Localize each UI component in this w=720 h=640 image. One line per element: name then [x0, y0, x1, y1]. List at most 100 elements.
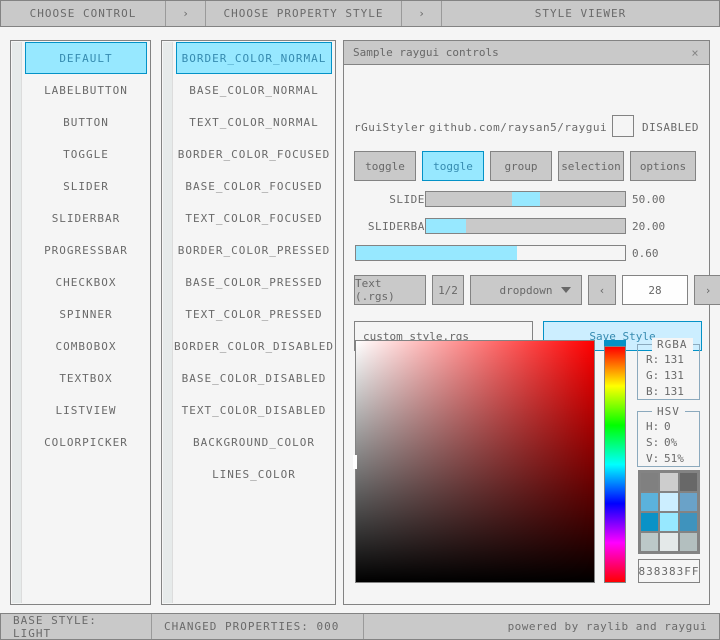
property-item-text-color-disabled[interactable]: TEXT_COLOR_DISABLED	[176, 394, 332, 426]
control-item-colorpicker[interactable]: COLORPICKER	[25, 426, 147, 458]
control-item-label: LABELBUTTON	[44, 83, 128, 97]
spinner-value-input[interactable]: 28	[622, 275, 688, 305]
dropdown-select[interactable]: dropdown	[470, 275, 582, 305]
property-item-background-color[interactable]: BACKGROUND_COLOR	[176, 426, 332, 458]
color-swatch-3[interactable]	[641, 493, 659, 511]
color-swatch-4[interactable]	[660, 493, 678, 511]
text-rgs-button[interactable]: Text (.rgs)	[354, 275, 426, 305]
chevron-right-icon: ›	[704, 283, 712, 297]
hsv-v-key: V:	[646, 452, 660, 465]
hsv-h-row: H: 0	[646, 420, 671, 433]
control-item-spinner[interactable]: SPINNER	[25, 298, 147, 330]
property-item-border-color-disabled[interactable]: BORDER_COLOR_DISABLED	[174, 330, 334, 362]
control-item-checkbox[interactable]: CHECKBOX	[25, 266, 147, 298]
property-item-base-color-disabled[interactable]: BASE_COLOR_DISABLED	[176, 362, 332, 394]
property-item-label: BORDER_COLOR_FOCUSED	[177, 147, 331, 161]
property-item-base-color-pressed[interactable]: BASE_COLOR_PRESSED	[176, 266, 332, 298]
sliderbar-fill[interactable]	[426, 219, 466, 233]
hsv-v-value: 51%	[664, 452, 684, 465]
sliderbar-track[interactable]	[425, 218, 626, 234]
fraction-button[interactable]: 1/2	[432, 275, 464, 305]
toggle-group-button-4[interactable]: options	[630, 151, 696, 181]
hsv-s-row: S: 0%	[646, 436, 677, 449]
slider-value: 50.00	[632, 193, 666, 206]
hue-selector-bar[interactable]	[604, 340, 626, 346]
control-item-sliderbar[interactable]: SLIDERBAR	[25, 202, 147, 234]
toggle-group-button-2[interactable]: group	[490, 151, 552, 181]
control-item-textbox[interactable]: TEXTBOX	[25, 362, 147, 394]
close-icon[interactable]: ×	[687, 45, 703, 61]
breadcrumb-choose-control[interactable]: CHOOSE CONTROL	[1, 1, 166, 26]
property-item-border-color-normal[interactable]: BORDER_COLOR_NORMAL	[176, 42, 332, 74]
color-swatch-7[interactable]	[660, 513, 678, 531]
property-item-lines-color[interactable]: LINES_COLOR	[176, 458, 332, 490]
control-item-default[interactable]: DEFAULT	[25, 42, 147, 74]
toggle-group-button-1[interactable]: toggle	[422, 151, 484, 181]
spinner-increment-button[interactable]: ›	[694, 275, 720, 305]
control-item-progressbar[interactable]: PROGRESSBAR	[25, 234, 147, 266]
slider-fill[interactable]	[511, 192, 540, 206]
color-swatch-8[interactable]	[679, 513, 697, 531]
progressbar-fill[interactable]	[356, 246, 518, 260]
color-swatch-1[interactable]	[660, 473, 678, 491]
color-picker-hue-strip[interactable]	[604, 346, 626, 583]
color-picker-cursor[interactable]	[353, 455, 357, 469]
control-item-label: COLORPICKER	[44, 435, 128, 449]
control-item-toggle[interactable]: TOGGLE	[25, 138, 147, 170]
slider-track[interactable]	[425, 191, 626, 207]
toggle-group: toggle toggle group selection options	[354, 151, 696, 181]
dropdown-value-label: dropdown	[499, 283, 553, 297]
control-item-labelbutton[interactable]: LABELBUTTON	[25, 74, 147, 106]
hsv-v-row: V: 51%	[646, 452, 684, 465]
toggle-group-button-0[interactable]: toggle	[354, 151, 416, 181]
progressbar-track[interactable]	[355, 245, 626, 261]
control-item-label: COMBOBOX	[55, 339, 117, 353]
rgba-r-value: 131	[664, 353, 684, 366]
color-swatch-2[interactable]	[679, 473, 697, 491]
save-style-button-label: Save Style	[589, 329, 656, 343]
status-credit-label: powered by raylib and raygui	[507, 620, 707, 633]
status-changed-properties: CHANGED PROPERTIES: 000	[152, 614, 364, 639]
property-list-scrollbar[interactable]	[163, 42, 173, 603]
property-item-text-color-pressed[interactable]: TEXT_COLOR_PRESSED	[176, 298, 332, 330]
spinner-decrement-button[interactable]: ‹	[588, 275, 616, 305]
slider-label: SLIDER	[389, 193, 432, 206]
sliderbar-row: SLIDERBAR 20.00	[344, 218, 711, 238]
property-item-text-color-focused[interactable]: TEXT_COLOR_FOCUSED	[176, 202, 332, 234]
property-item-border-color-focused[interactable]: BORDER_COLOR_FOCUSED	[176, 138, 332, 170]
toggle-group-button-3[interactable]: selection	[558, 151, 624, 181]
property-item-border-color-pressed[interactable]: BORDER_COLOR_PRESSED	[176, 234, 332, 266]
property-item-text-color-normal[interactable]: TEXT_COLOR_NORMAL	[176, 106, 332, 138]
control-item-listview[interactable]: LISTVIEW	[25, 394, 147, 426]
rgba-r-key: R:	[646, 353, 660, 366]
color-swatch-5[interactable]	[679, 493, 697, 511]
color-swatch-0[interactable]	[641, 473, 659, 491]
color-swatch-6[interactable]	[641, 513, 659, 531]
color-picker-sv-area[interactable]	[353, 340, 595, 583]
breadcrumb-choose-property-style-label: CHOOSE PROPERTY STYLE	[223, 7, 384, 20]
disabled-label-text: DISABLED	[642, 121, 699, 134]
breadcrumb-style-viewer[interactable]: STYLE VIEWER	[442, 1, 719, 26]
color-swatch-9[interactable]	[641, 533, 659, 551]
color-swatch-10[interactable]	[660, 533, 678, 551]
breadcrumb-choose-property-style[interactable]: CHOOSE PROPERTY STYLE	[206, 1, 402, 26]
breadcrumb-arrow-1-icon: ›	[166, 1, 206, 26]
control-item-combobox[interactable]: COMBOBOX	[25, 330, 147, 362]
hsv-s-value: 0%	[664, 436, 678, 449]
rgba-g-key: G:	[646, 369, 660, 382]
sliderbar-label: SLIDERBAR	[367, 220, 432, 233]
status-changed-properties-label: CHANGED PROPERTIES: 000	[164, 620, 340, 633]
property-item-label: TEXT_COLOR_FOCUSED	[185, 211, 323, 225]
property-item-base-color-normal[interactable]: BASE_COLOR_NORMAL	[176, 74, 332, 106]
control-item-slider[interactable]: SLIDER	[25, 170, 147, 202]
control-item-button[interactable]: BUTTON	[25, 106, 147, 138]
rgba-groupbox-title: RGBA	[652, 338, 693, 351]
disabled-checkbox[interactable]	[612, 115, 634, 137]
control-list-scrollbar[interactable]	[12, 42, 22, 603]
github-link[interactable]: github.com/raysan5/raygui	[429, 121, 607, 134]
property-item-label: BORDER_COLOR_DISABLED	[174, 339, 334, 353]
hex-value-input[interactable]: 838383FF	[638, 559, 700, 583]
sliderbar-value: 20.00	[632, 220, 666, 233]
property-item-base-color-focused[interactable]: BASE_COLOR_FOCUSED	[176, 170, 332, 202]
color-swatch-11[interactable]	[679, 533, 697, 551]
